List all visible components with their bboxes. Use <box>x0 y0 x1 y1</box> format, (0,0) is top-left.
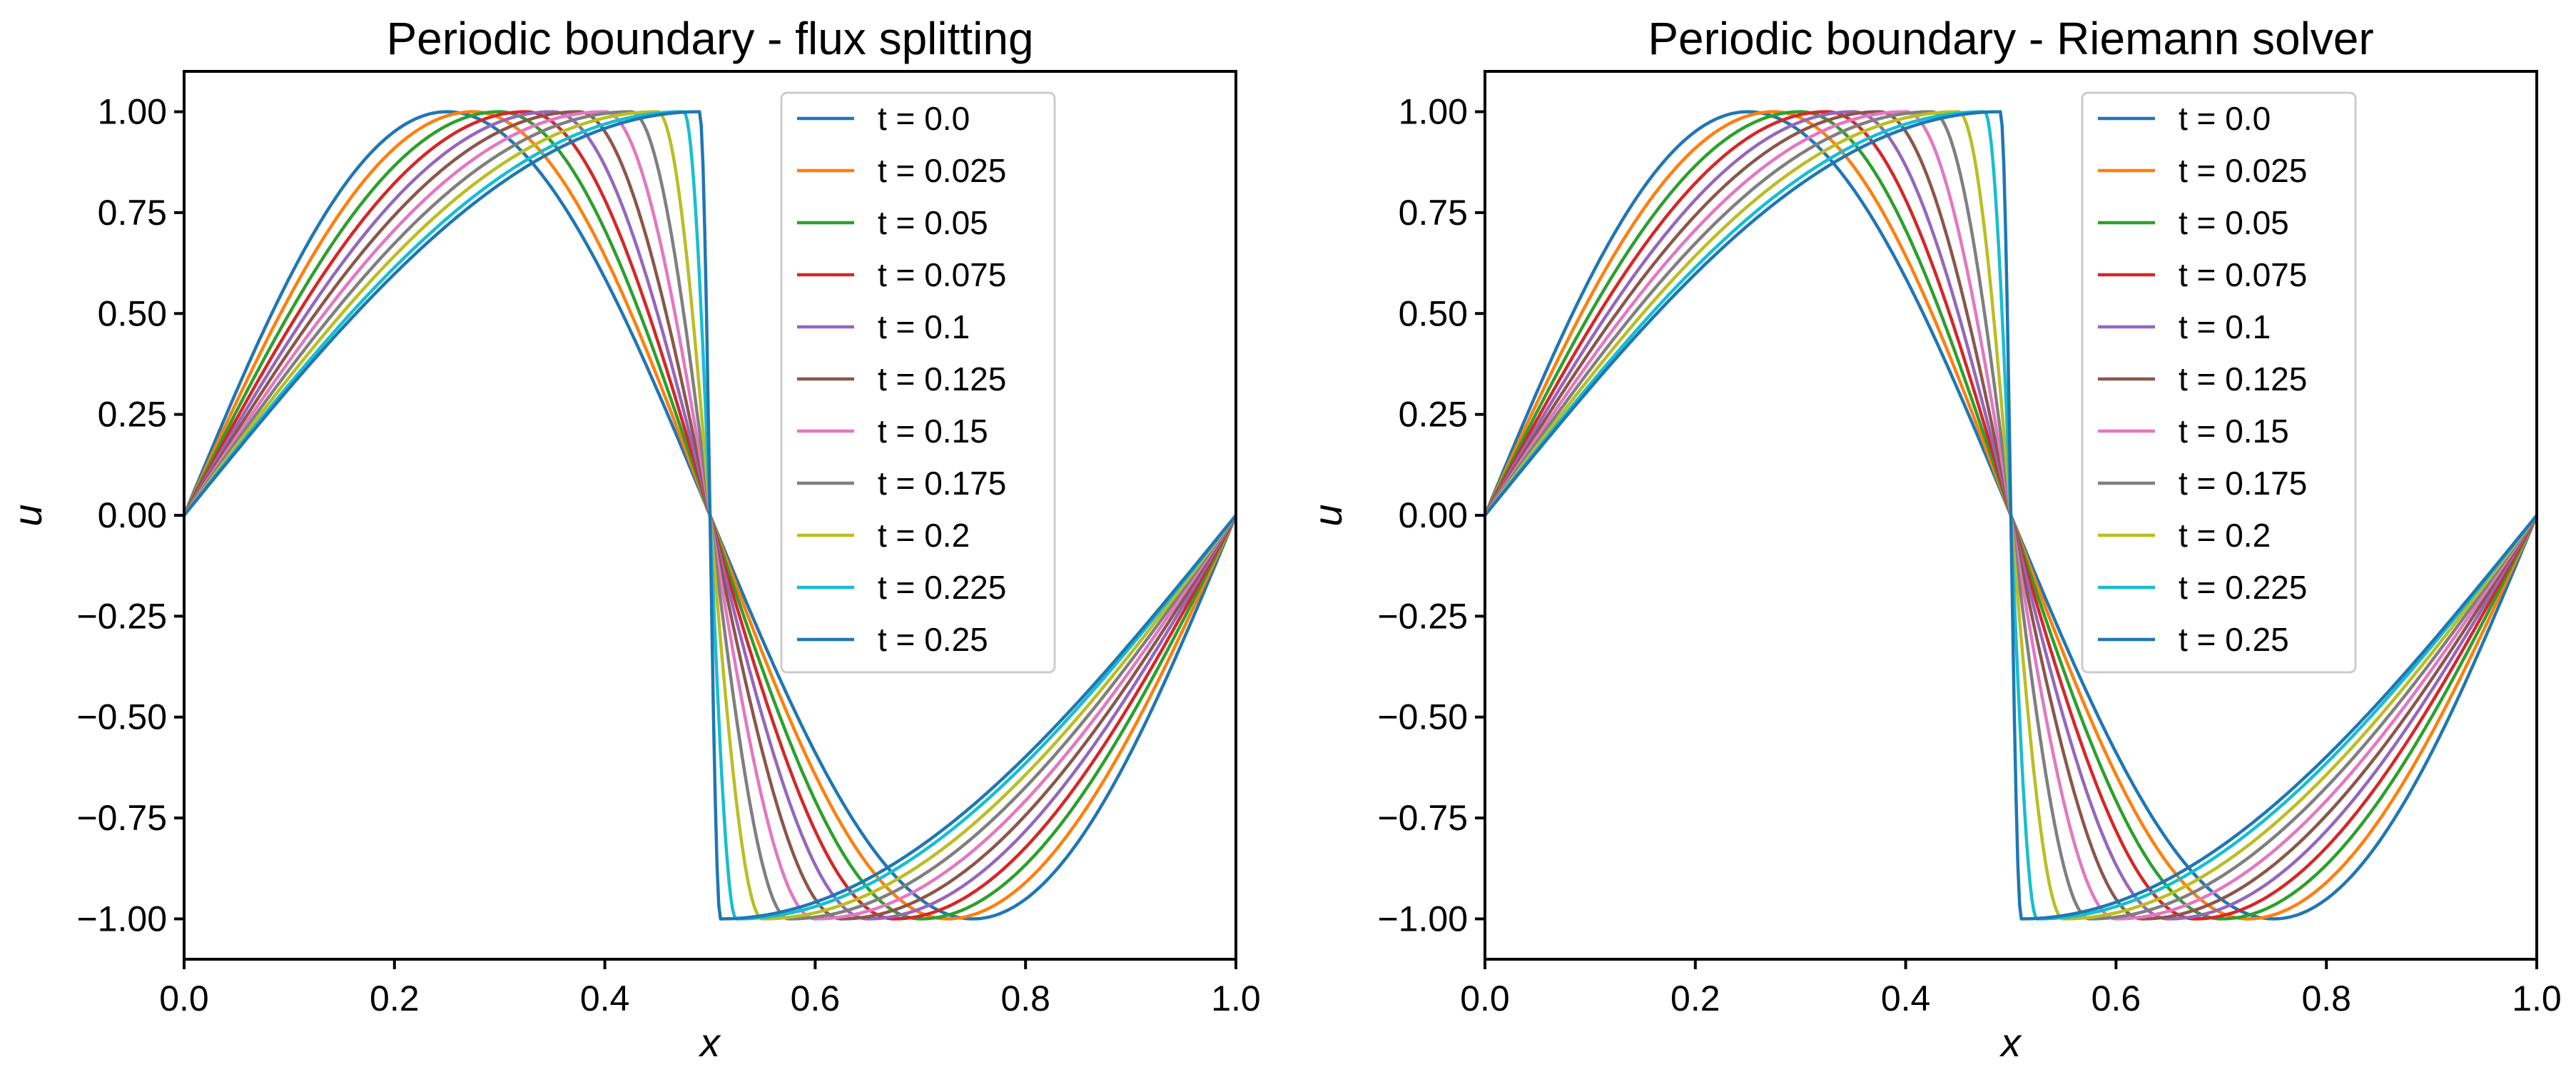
legend-label: t = 0.175 <box>878 465 1006 502</box>
x-tick-label: 0.6 <box>791 979 841 1018</box>
legend-label: t = 0.225 <box>878 569 1006 606</box>
chart-panel-left: Periodic boundary - flux splitting 1.00 0… <box>5 13 1261 1065</box>
y-axis-label: u <box>5 504 50 526</box>
legend-label: t = 0.05 <box>2179 204 2289 241</box>
chart-panel-right: Periodic boundary - Riemann solver 1.00 0… <box>1305 13 2562 1065</box>
series-line <box>183 110 1237 921</box>
x-tick-label: 0.4 <box>1881 979 1931 1018</box>
x-tick-label: 1.0 <box>2512 979 2562 1018</box>
legend-box <box>2081 91 2357 674</box>
legend-label: t = 0.0 <box>878 100 970 137</box>
legend-label: t = 0.075 <box>2179 256 2307 293</box>
legend-box <box>780 91 1056 674</box>
legend: t = 0.0 t = 0.025 t = 0.05 t = 0.075 t = 0.1… <box>780 91 1056 674</box>
y-tick-label: 0.00 <box>1399 495 1468 535</box>
y-axis-label: u <box>1305 504 1350 526</box>
series-line <box>1484 110 2538 921</box>
legend-entries: t = 0.0 t = 0.025 t = 0.05 t = 0.075 t = 0.1… <box>2098 100 2307 658</box>
x-tick-label: 0.8 <box>1000 979 1050 1018</box>
x-axis-label: x <box>698 1020 721 1065</box>
legend-label: t = 0.15 <box>2179 413 2289 450</box>
x-axis: 0.0 0.2 0.4 0.6 0.8 1.0 <box>159 959 1261 1018</box>
y-tick-label: −0.50 <box>76 697 167 737</box>
legend-label: t = 0.125 <box>878 360 1006 398</box>
legend-label: t = 0.0 <box>2179 100 2271 137</box>
chart-title: Periodic boundary - flux splitting <box>386 13 1033 64</box>
y-tick-label: −0.50 <box>1377 697 1468 737</box>
y-tick-label: −0.25 <box>1377 596 1468 636</box>
legend-label: t = 0.25 <box>2179 621 2289 658</box>
legend-label: t = 0.1 <box>878 308 970 345</box>
series-lines <box>1483 110 2539 921</box>
chart-title: Periodic boundary - Riemann solver <box>1648 13 2373 64</box>
y-tick-label: −0.75 <box>1377 798 1468 838</box>
y-tick-label: 1.00 <box>1399 92 1468 132</box>
y-tick-label: −1.00 <box>76 899 167 939</box>
x-tick-label: 0.4 <box>580 979 630 1018</box>
x-tick-label: 0.6 <box>2091 979 2141 1018</box>
legend-entries: t = 0.0 t = 0.025 t = 0.05 t = 0.075 t = 0.1… <box>797 100 1006 658</box>
legend-label: t = 0.1 <box>2179 308 2271 345</box>
x-tick-label: 0.2 <box>1670 979 1720 1018</box>
y-axis: 1.00 0.75 0.50 0.25 0.00 −0.25 −0.50 −0.75 −1.00 <box>1377 92 1485 939</box>
legend-label: t = 0.025 <box>2179 152 2307 189</box>
y-tick-label: 0.25 <box>98 395 167 435</box>
y-tick-label: 0.75 <box>1399 193 1468 233</box>
y-tick-label: −0.25 <box>76 596 167 636</box>
y-tick-label: 0.75 <box>98 193 167 233</box>
x-tick-label: 0.2 <box>370 979 420 1018</box>
legend-label: t = 0.05 <box>878 204 988 241</box>
legend-label: t = 0.225 <box>2179 569 2307 606</box>
legend: t = 0.0 t = 0.025 t = 0.05 t = 0.075 t = 0.1… <box>2081 91 2357 674</box>
x-axis-label: x <box>1999 1020 2022 1065</box>
legend-label: t = 0.25 <box>878 621 988 658</box>
legend-label: t = 0.175 <box>2179 465 2307 502</box>
legend-label: t = 0.2 <box>2179 517 2271 554</box>
legend-label: t = 0.075 <box>878 256 1006 293</box>
x-tick-label: 0.0 <box>159 979 209 1018</box>
y-tick-label: −1.00 <box>1377 899 1468 939</box>
x-axis: 0.0 0.2 0.4 0.6 0.8 1.0 <box>1460 959 2562 1018</box>
x-tick-label: 1.0 <box>1211 979 1261 1018</box>
y-tick-label: 0.25 <box>1399 395 1468 435</box>
y-tick-label: −0.75 <box>76 798 167 838</box>
legend-label: t = 0.15 <box>878 413 988 450</box>
x-tick-label: 0.0 <box>1460 979 1510 1018</box>
y-tick-label: 1.00 <box>98 92 167 132</box>
y-tick-label: 0.00 <box>98 495 167 535</box>
legend-label: t = 0.2 <box>878 517 970 554</box>
x-tick-label: 0.8 <box>2301 979 2351 1018</box>
legend-label: t = 0.025 <box>878 152 1006 189</box>
legend-label: t = 0.125 <box>2179 360 2307 398</box>
y-axis: 1.00 0.75 0.50 0.25 0.00 −0.25 −0.50 −0.75 −1.00 <box>76 92 184 939</box>
y-tick-label: 0.50 <box>98 293 167 333</box>
y-tick-label: 0.50 <box>1399 293 1468 333</box>
series-lines <box>182 110 1238 921</box>
